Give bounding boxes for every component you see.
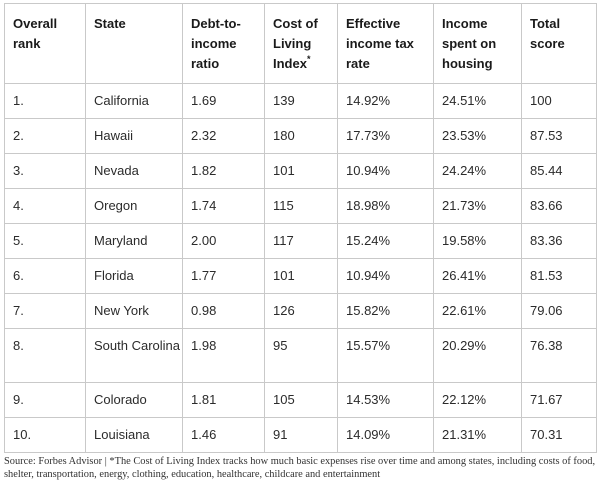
table-row: 5. Maryland 2.00 117 15.24% 19.58% 83.36 xyxy=(4,223,597,259)
cell-tax-rate: 18.98% xyxy=(337,188,434,224)
cell-tax-rate: 14.53% xyxy=(337,382,434,418)
cell-rank: 9. xyxy=(4,382,86,418)
header-income-on-housing: Income spent on housing xyxy=(433,3,522,84)
cell-rank: 8. xyxy=(4,328,86,383)
cell-cost-of-living: 95 xyxy=(264,328,338,383)
cell-debt-to-income: 1.46 xyxy=(182,417,265,453)
table-row: 3. Nevada 1.82 101 10.94% 24.24% 85.44 xyxy=(4,153,597,189)
cell-state: Maryland xyxy=(85,223,183,259)
header-cost-of-living-label: Cost of Living Index xyxy=(273,16,318,71)
cell-cost-of-living: 117 xyxy=(264,223,338,259)
header-state: State xyxy=(85,3,183,84)
cell-housing: 22.61% xyxy=(433,293,522,329)
cell-tax-rate: 10.94% xyxy=(337,153,434,189)
cell-state: New York xyxy=(85,293,183,329)
table-row: 2. Hawaii 2.32 180 17.73% 23.53% 87.53 xyxy=(4,118,597,154)
header-debt-to-income: Debt-to-income ratio xyxy=(182,3,265,84)
table-row: 4. Oregon 1.74 115 18.98% 21.73% 83.66 xyxy=(4,188,597,224)
cell-total-score: 83.66 xyxy=(521,188,597,224)
cell-rank: 1. xyxy=(4,83,86,119)
cell-tax-rate: 14.09% xyxy=(337,417,434,453)
cell-rank: 3. xyxy=(4,153,86,189)
cell-total-score: 71.67 xyxy=(521,382,597,418)
cell-cost-of-living: 101 xyxy=(264,153,338,189)
cell-cost-of-living: 101 xyxy=(264,258,338,294)
cell-debt-to-income: 2.00 xyxy=(182,223,265,259)
source-note: Source: Forbes Advisor | *The Cost of Li… xyxy=(4,456,596,480)
cell-cost-of-living: 105 xyxy=(264,382,338,418)
cell-total-score: 81.53 xyxy=(521,258,597,294)
cell-total-score: 70.31 xyxy=(521,417,597,453)
cell-state: South Carolina xyxy=(85,328,183,383)
cell-housing: 24.51% xyxy=(433,83,522,119)
cell-rank: 7. xyxy=(4,293,86,329)
cell-state: Louisiana xyxy=(85,417,183,453)
cell-housing: 26.41% xyxy=(433,258,522,294)
cell-tax-rate: 10.94% xyxy=(337,258,434,294)
cell-total-score: 100 xyxy=(521,83,597,119)
cell-debt-to-income: 1.74 xyxy=(182,188,265,224)
cell-tax-rate: 15.57% xyxy=(337,328,434,383)
cell-housing: 21.73% xyxy=(433,188,522,224)
cell-tax-rate: 14.92% xyxy=(337,83,434,119)
ranking-table: Overall rank State Debt-to-income ratio … xyxy=(4,3,597,453)
cell-rank: 4. xyxy=(4,188,86,224)
header-overall-rank: Overall rank xyxy=(4,3,86,84)
cell-total-score: 76.38 xyxy=(521,328,597,383)
cell-debt-to-income: 2.32 xyxy=(182,118,265,154)
cell-total-score: 85.44 xyxy=(521,153,597,189)
cell-housing: 24.24% xyxy=(433,153,522,189)
cell-debt-to-income: 1.82 xyxy=(182,153,265,189)
cell-total-score: 79.06 xyxy=(521,293,597,329)
cell-debt-to-income: 1.98 xyxy=(182,328,265,383)
cell-housing: 21.31% xyxy=(433,417,522,453)
cell-tax-rate: 17.73% xyxy=(337,118,434,154)
header-effective-tax-rate: Effective income tax rate xyxy=(337,3,434,84)
cell-cost-of-living: 91 xyxy=(264,417,338,453)
table-row: 7. New York 0.98 126 15.82% 22.61% 79.06 xyxy=(4,293,597,329)
cell-state: Nevada xyxy=(85,153,183,189)
cell-rank: 6. xyxy=(4,258,86,294)
table-header-row: Overall rank State Debt-to-income ratio … xyxy=(4,3,597,84)
cell-debt-to-income: 1.81 xyxy=(182,382,265,418)
table-row: 10. Louisiana 1.46 91 14.09% 21.31% 70.3… xyxy=(4,417,597,453)
cell-cost-of-living: 115 xyxy=(264,188,338,224)
cell-housing: 23.53% xyxy=(433,118,522,154)
cell-rank: 5. xyxy=(4,223,86,259)
table-row: 9. Colorado 1.81 105 14.53% 22.12% 71.67 xyxy=(4,382,597,418)
table-row: 1. California 1.69 139 14.92% 24.51% 100 xyxy=(4,83,597,119)
cell-state: Colorado xyxy=(85,382,183,418)
cell-rank: 2. xyxy=(4,118,86,154)
cell-total-score: 87.53 xyxy=(521,118,597,154)
cell-state: Florida xyxy=(85,258,183,294)
cell-tax-rate: 15.82% xyxy=(337,293,434,329)
cell-housing: 20.29% xyxy=(433,328,522,383)
cell-state: Oregon xyxy=(85,188,183,224)
cell-debt-to-income: 0.98 xyxy=(182,293,265,329)
cell-housing: 19.58% xyxy=(433,223,522,259)
cell-cost-of-living: 126 xyxy=(264,293,338,329)
cell-tax-rate: 15.24% xyxy=(337,223,434,259)
cell-state: Hawaii xyxy=(85,118,183,154)
cell-rank: 10. xyxy=(4,417,86,453)
table-row: 8. South Carolina 1.98 95 15.57% 20.29% … xyxy=(4,328,597,383)
header-cost-of-living: Cost of Living Index* xyxy=(264,3,338,84)
cell-state: California xyxy=(85,83,183,119)
cell-debt-to-income: 1.69 xyxy=(182,83,265,119)
table-row: 6. Florida 1.77 101 10.94% 26.41% 81.53 xyxy=(4,258,597,294)
cell-total-score: 83.36 xyxy=(521,223,597,259)
cell-housing: 22.12% xyxy=(433,382,522,418)
header-total-score: Total score xyxy=(521,3,597,84)
ranking-table-container: Overall rank State Debt-to-income ratio … xyxy=(4,3,597,453)
cell-cost-of-living: 180 xyxy=(264,118,338,154)
cell-cost-of-living: 139 xyxy=(264,83,338,119)
footnote-marker: * xyxy=(306,53,311,64)
cell-debt-to-income: 1.77 xyxy=(182,258,265,294)
